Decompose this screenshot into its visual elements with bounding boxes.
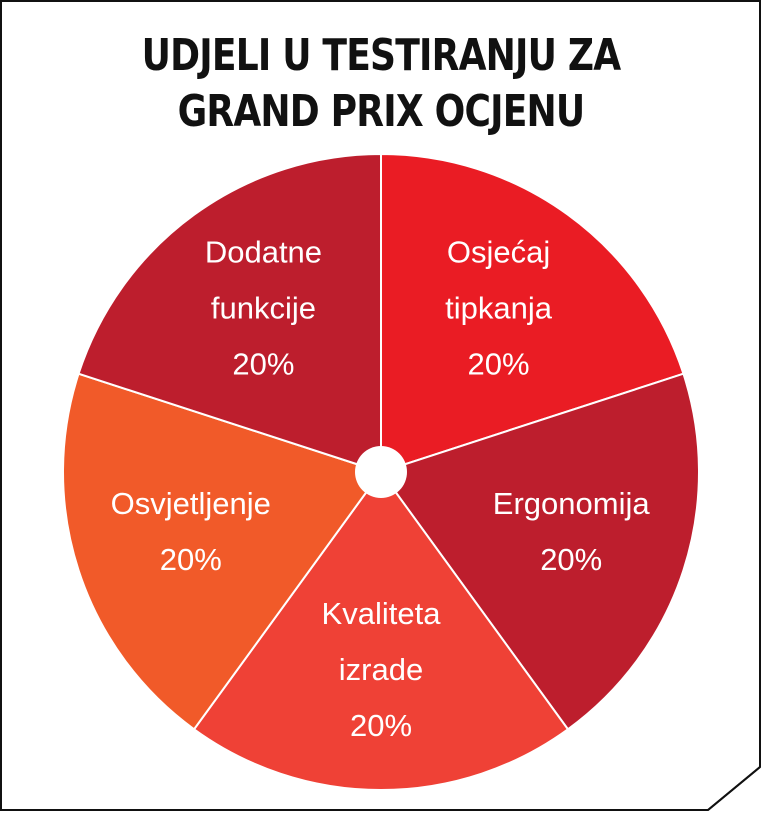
pie-slice: [379, 372, 700, 731]
slice-category-label: tipkanja: [445, 290, 553, 325]
slice-category-label: Osvjetljenje: [111, 486, 271, 521]
slice-category-label: Osjećaj: [447, 234, 550, 269]
slice-value-label: 20%: [350, 708, 412, 743]
chart-title: UDJELI U TESTIRANJU ZA GRAND PRIX OCJENU: [69, 28, 694, 140]
slice-value-label: 20%: [468, 346, 530, 381]
slice-value-label: 20%: [232, 346, 294, 381]
slice-value-label: 20%: [160, 542, 222, 577]
chart-title-line-2: GRAND PRIX OCJENU: [177, 86, 586, 137]
pie-slice: [380, 152, 685, 474]
pie-slice: [62, 372, 383, 731]
slice-category-label: Kvaliteta: [322, 596, 442, 631]
slice-category-label: funkcije: [211, 290, 316, 325]
slice-value-label: 20%: [540, 542, 602, 577]
slice-category-label: Ergonomija: [493, 486, 651, 521]
pie-slice: [77, 152, 382, 474]
pie-center-hole: [355, 446, 407, 498]
slice-category-label: Dodatne: [205, 234, 322, 269]
pie-slice: [192, 470, 570, 791]
slice-category-label: izrade: [339, 652, 423, 687]
chart-title-line-1: UDJELI U TESTIRANJU ZA: [141, 30, 621, 81]
